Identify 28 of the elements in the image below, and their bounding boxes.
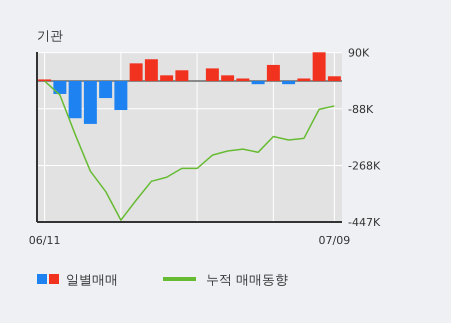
bar — [114, 81, 128, 110]
bar — [328, 76, 341, 82]
bar — [160, 75, 174, 82]
bar — [221, 75, 234, 82]
bar — [252, 81, 265, 84]
y-tick-label: 90K — [348, 46, 370, 60]
bar — [266, 64, 280, 82]
bar — [53, 81, 66, 94]
bar — [84, 81, 97, 124]
bar — [236, 78, 250, 82]
bar — [68, 81, 82, 118]
chart-title: 기관 — [37, 29, 63, 44]
bar — [130, 63, 143, 82]
legend-label: 누적 매매동향 — [206, 273, 288, 288]
y-tick-label: -447K — [348, 216, 381, 229]
line-series — [44, 80, 336, 221]
bar — [297, 78, 310, 82]
legend-label: 일별매매 — [66, 273, 118, 288]
bar — [175, 70, 188, 82]
bar — [312, 52, 326, 82]
y-tick-label: -88K — [348, 102, 374, 116]
bar — [99, 81, 112, 98]
x-tick-label: 06/11 — [28, 234, 60, 247]
bar — [206, 68, 219, 82]
y-tick-label: -268K — [348, 160, 381, 173]
bar — [282, 81, 296, 84]
bar — [144, 59, 158, 82]
x-tick-label: 07/09 — [318, 234, 350, 247]
